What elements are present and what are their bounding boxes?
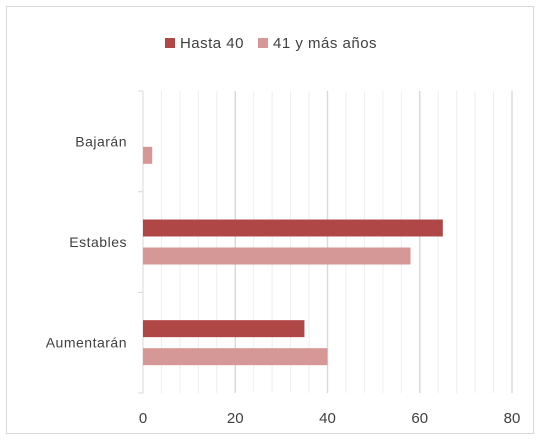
bar [143,348,328,366]
category-label: Aumentarán [46,335,127,351]
legend-item-hasta-40: Hasta 40 [164,34,244,52]
x-tick-label: 40 [319,410,336,427]
category-label: Estables [69,234,127,250]
legend-swatch-hasta-40 [164,38,175,48]
category-label: Bajarán [75,133,127,149]
plot-svg: Bajarán Estables Aumentarán 0 20 40 60 80 [46,90,521,427]
legend: Hasta 40 41 y más años [7,33,535,53]
bar [143,219,443,237]
bar [143,320,305,338]
x-tick-label: 20 [227,410,244,427]
x-tick-label: 0 [139,410,147,427]
x-tick-label: 80 [504,410,521,427]
legend-item-41-y-mas: 41 y más años [257,34,378,52]
bar [143,247,411,265]
chart-area: Hasta 40 41 y más años Bajarán Estables Au… [6,6,534,434]
legend-label-hasta-40: Hasta 40 [179,34,244,52]
bar [143,146,153,164]
legend-label-41-y-mas: 41 y más años [272,34,378,52]
x-tick-label: 60 [411,410,428,427]
legend-swatch-41-y-mas [257,38,268,48]
